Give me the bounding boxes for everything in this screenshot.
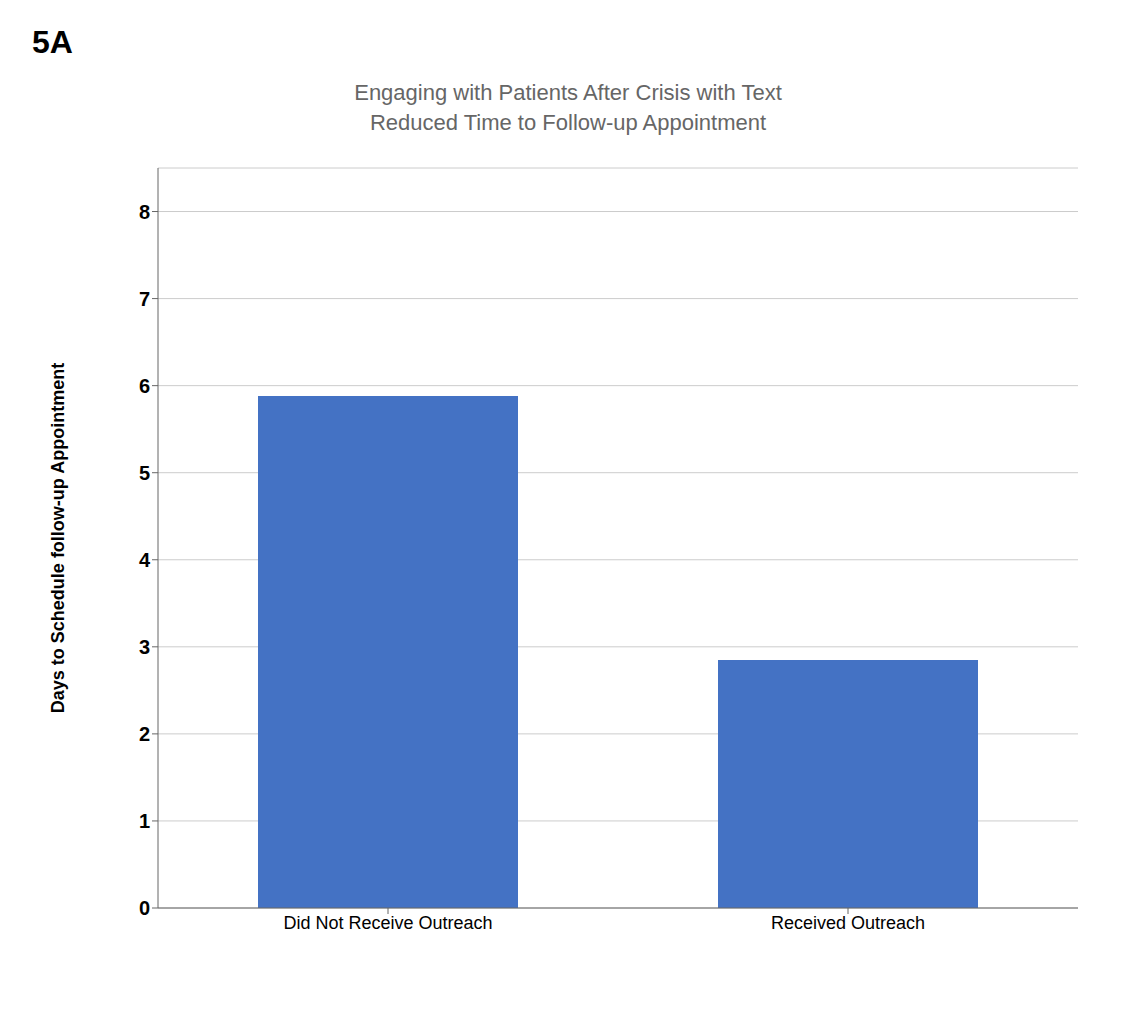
html-text:Engaging with Patients After C: Engaging with Patients After Crisis with… [354,80,782,105]
svg-text:2: 2 [139,723,150,745]
html-text:5A: 5A [32,24,73,60]
svg-text:0: 0 [139,897,150,919]
svg-text:Received Outreach: Received Outreach [771,913,925,933]
svg-text:Days to Schedule follow-up App: Days to Schedule follow-up Appointment [48,363,68,713]
svg-text:5: 5 [139,462,150,484]
svg-text:8: 8 [139,201,150,223]
svg-text:6: 6 [139,375,150,397]
svg-text:1: 1 [139,810,150,832]
svg-text:7: 7 [139,288,150,310]
svg-text:3: 3 [139,636,150,658]
svg-text:4: 4 [139,549,151,571]
html-text:Reduced Time to Follow-up Appo: Reduced Time to Follow-up Appointment [369,110,767,135]
svg-text:Did Not Receive Outreach: Did Not Receive Outreach [283,913,492,933]
